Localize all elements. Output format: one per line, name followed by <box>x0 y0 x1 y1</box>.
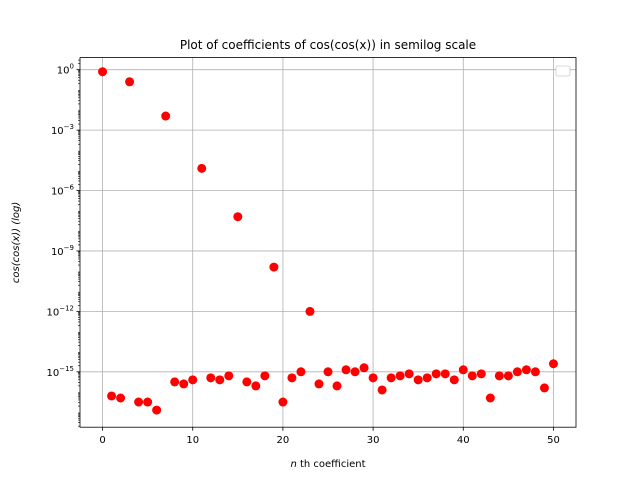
data-point <box>512 367 522 377</box>
data-point <box>413 375 423 385</box>
y-tick-label: 10−6 <box>51 184 75 198</box>
data-point <box>197 163 207 173</box>
data-point <box>368 373 378 383</box>
data-point <box>341 365 351 375</box>
data-point <box>476 369 486 379</box>
data-point <box>458 365 468 375</box>
data-point <box>350 367 360 377</box>
data-point <box>404 369 414 379</box>
data-point <box>143 397 153 407</box>
y-tick-label: 10−12 <box>46 304 74 318</box>
data-point <box>431 369 441 379</box>
data-point <box>323 367 333 377</box>
data-point <box>206 373 216 383</box>
data-points <box>98 67 558 415</box>
data-point <box>242 377 252 387</box>
data-point <box>395 371 405 381</box>
data-point <box>116 393 126 403</box>
data-point <box>332 381 342 391</box>
x-tick-label: 40 <box>457 435 470 446</box>
data-point <box>422 373 432 383</box>
y-tick-label: 10−15 <box>46 365 74 379</box>
data-point <box>152 405 162 415</box>
data-point <box>179 379 189 389</box>
y-tick-label: 10−3 <box>51 123 74 137</box>
data-point <box>296 367 306 377</box>
data-point <box>233 212 243 222</box>
data-point <box>107 391 117 401</box>
x-tick-label: 10 <box>186 435 199 446</box>
data-point <box>377 385 387 395</box>
data-point <box>467 371 477 381</box>
y-tick-label: 100 <box>57 63 74 77</box>
x-axis-label: n th coefficient <box>290 459 365 470</box>
data-point <box>251 381 261 391</box>
data-point <box>521 365 531 375</box>
legend-box <box>555 65 571 77</box>
x-axis-ticks: 0 10 20 30 40 50 <box>99 427 560 446</box>
y-tick-label: 10−9 <box>51 244 74 258</box>
data-point <box>215 375 225 385</box>
data-point <box>287 373 297 383</box>
data-point <box>125 77 135 87</box>
data-point <box>278 397 288 407</box>
data-point <box>539 383 549 393</box>
data-point <box>260 371 270 381</box>
x-tick-label: 20 <box>277 435 290 446</box>
chart-title: Plot of coefficients of cos(cos(x)) in s… <box>180 38 476 52</box>
data-point <box>503 371 513 381</box>
data-point <box>305 306 315 316</box>
data-point <box>269 262 279 272</box>
data-point <box>485 393 495 403</box>
x-tick-label: 30 <box>367 435 380 446</box>
data-point <box>224 371 234 381</box>
data-point <box>359 363 369 373</box>
data-point <box>440 369 450 379</box>
data-point <box>98 67 108 77</box>
data-point <box>530 367 540 377</box>
data-point <box>494 371 504 381</box>
data-point <box>449 375 459 385</box>
data-point <box>134 397 144 407</box>
y-axis-label: cos(cos(x)) (log) <box>11 202 22 283</box>
data-point <box>386 373 396 383</box>
x-tick-label: 0 <box>99 435 105 446</box>
data-point <box>188 375 198 385</box>
grid-lines <box>80 57 576 428</box>
data-point <box>548 359 558 369</box>
y-axis-ticks: 100 10−3 10−6 10−9 10−12 10−15 <box>46 59 80 427</box>
plot-area-frame <box>79 57 577 428</box>
data-point <box>170 377 180 387</box>
x-tick-label: 50 <box>547 435 560 446</box>
data-point <box>161 111 171 121</box>
data-point <box>314 379 324 389</box>
